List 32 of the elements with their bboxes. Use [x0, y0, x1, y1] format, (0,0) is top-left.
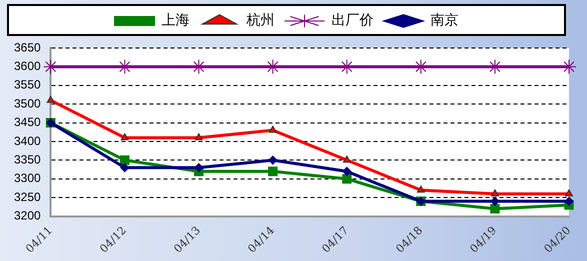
point [342, 166, 352, 176]
legend-label: 上海 [162, 12, 190, 29]
y-tick-label: 3450 [14, 115, 42, 130]
legend-label: 杭州 [246, 12, 274, 29]
point [46, 96, 55, 103]
point [342, 174, 352, 184]
y-tick-label: 3550 [14, 78, 42, 92]
point [342, 156, 351, 163]
y-tick-label: 3600 [14, 59, 42, 74]
point [120, 133, 129, 140]
point [194, 163, 204, 172]
point [564, 196, 574, 206]
point [120, 155, 130, 165]
point [120, 163, 130, 172]
y-tick-label: 3250 [14, 190, 42, 204]
y-tick-label: 3200 [14, 208, 42, 223]
y-tick-label: 3500 [14, 96, 42, 110]
point [268, 166, 278, 176]
y-tick-label: 3300 [14, 171, 42, 186]
point [268, 156, 278, 165]
legend-label: 南京 [430, 12, 458, 29]
y-tick-label: 3650 [14, 40, 42, 54]
point [194, 133, 203, 140]
point [490, 204, 500, 214]
point [490, 189, 499, 196]
point [416, 186, 425, 193]
y-tick-label: 3350 [14, 152, 42, 166]
point [562, 59, 576, 74]
legend-label: 出厂价 [332, 12, 374, 29]
point [268, 126, 277, 133]
y-tick-label: 3400 [14, 134, 42, 148]
point [565, 189, 573, 196]
